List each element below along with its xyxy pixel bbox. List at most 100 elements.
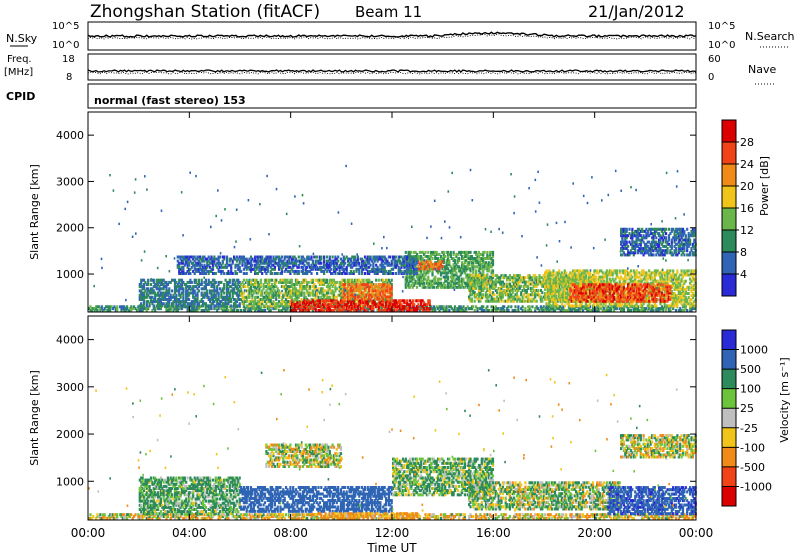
- power-cell: [223, 302, 226, 306]
- power-cell: [211, 293, 215, 297]
- power-cell: [299, 283, 302, 286]
- power-cell: [294, 295, 298, 299]
- power-cell: [290, 309, 293, 312]
- power-cell: [390, 300, 393, 304]
- power-cell: [173, 280, 177, 284]
- power-cell: [317, 287, 320, 291]
- power-cell: [203, 302, 206, 306]
- power-cell: [175, 287, 178, 291]
- power-cell: [210, 293, 213, 297]
- power-cell: [231, 278, 234, 282]
- power-cell: [310, 301, 313, 305]
- power-cell: [254, 283, 257, 286]
- power-cell: [656, 309, 659, 312]
- power-cell: [209, 298, 212, 301]
- cpid-label: CPID: [6, 90, 35, 103]
- power-cell: [345, 289, 348, 293]
- power-cell: [152, 304, 155, 308]
- power-cell: [249, 307, 253, 311]
- power-cell: [294, 291, 298, 295]
- power-cell: [99, 309, 102, 312]
- power-cell: [151, 300, 154, 304]
- power-cell: [330, 278, 333, 282]
- power-cell: [213, 300, 216, 304]
- power-cell: [224, 309, 227, 312]
- power-cell: [235, 293, 238, 297]
- power-cell: [142, 283, 146, 286]
- power-cell: [202, 300, 205, 304]
- power-cell: [214, 289, 217, 293]
- power-cell: [321, 289, 324, 293]
- power-cell: [223, 283, 226, 286]
- power-cell: [166, 291, 169, 295]
- power-cell: [258, 305, 261, 309]
- power-cell: [228, 300, 231, 304]
- power-cell: [323, 301, 326, 305]
- power-cell: [145, 283, 148, 286]
- power-cell: [199, 283, 202, 286]
- power-cell: [185, 287, 188, 291]
- freq-unit: [MHz]: [4, 67, 33, 78]
- power-cell: [179, 287, 182, 291]
- power-cell: [622, 305, 625, 309]
- power-cell: [566, 292, 569, 295]
- date-label: 21/Jan/2012: [588, 2, 685, 21]
- power-cell: [368, 297, 371, 301]
- power-cell: [289, 280, 292, 284]
- power-cell: [311, 304, 314, 308]
- power-cell: [293, 307, 296, 311]
- power-cell: [263, 295, 267, 299]
- power-cell: [187, 280, 191, 284]
- power-cell: [140, 304, 143, 308]
- power-cell: [179, 283, 182, 286]
- power-cell: [121, 307, 124, 311]
- power-cell: [407, 309, 410, 312]
- power-cell: [349, 303, 352, 307]
- power-cell: [165, 305, 168, 309]
- power-cell: [344, 283, 347, 287]
- power-cell: [428, 307, 431, 311]
- power-cell: [359, 280, 362, 284]
- power-cell: [363, 299, 367, 303]
- power-cell: [446, 305, 450, 309]
- power-cell: [361, 301, 364, 305]
- power-cell: [149, 287, 153, 291]
- power-cell: [221, 309, 224, 312]
- power-cell: [159, 304, 162, 308]
- power-cell: [182, 302, 185, 306]
- power-cell: [399, 303, 402, 307]
- power-cell: [314, 309, 317, 312]
- power-cell: [182, 287, 185, 291]
- power-cell: [562, 309, 565, 312]
- power-cell: [240, 287, 243, 291]
- power-cell: [334, 299, 337, 303]
- power-cell: [491, 269, 495, 273]
- power-cell: [225, 302, 229, 306]
- power-cell: [293, 293, 296, 297]
- power-cell: [300, 285, 303, 289]
- power-cell: [355, 305, 358, 309]
- power-cell: [166, 293, 169, 297]
- power-cell: [338, 307, 341, 311]
- power-cell: [303, 309, 306, 312]
- power-cell: [313, 301, 316, 305]
- power-cell: [339, 309, 343, 312]
- power-cell: [254, 309, 257, 312]
- power-cell: [428, 309, 431, 312]
- power-cell: [228, 305, 231, 309]
- power-cell: [558, 305, 561, 309]
- power-cell: [597, 309, 600, 312]
- power-cell: [399, 299, 402, 303]
- power-cell: [216, 300, 219, 304]
- power-cell: [332, 302, 336, 306]
- power-cell: [196, 309, 199, 312]
- cpid-frame: [87, 83, 697, 109]
- power-cell: [200, 280, 203, 284]
- power-cell: [355, 293, 358, 297]
- power-cell: [175, 295, 178, 299]
- power-cell: [641, 307, 644, 311]
- power-cell: [158, 302, 161, 306]
- power-cell: [534, 307, 537, 311]
- power-cell: [313, 287, 316, 291]
- power-cell: [390, 285, 393, 289]
